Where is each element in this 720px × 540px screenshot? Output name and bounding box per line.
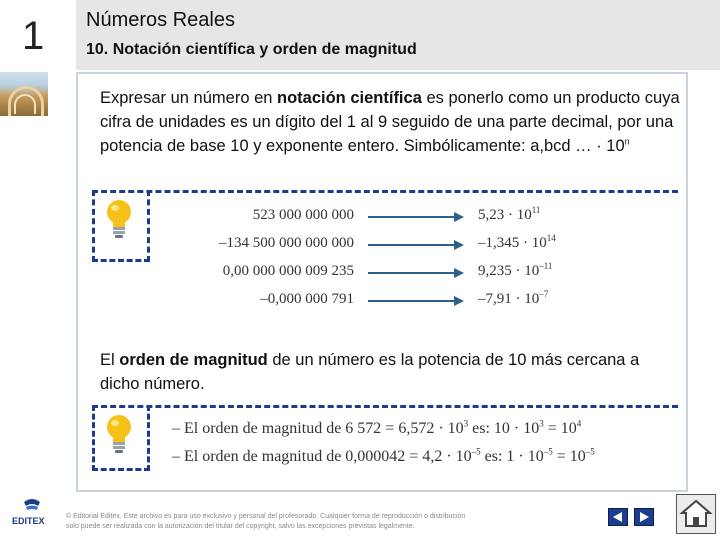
page-subtitle: 10. Notación científica y orden de magni…	[86, 41, 417, 58]
publisher-name: EDITEX	[12, 516, 45, 526]
triangle-right-icon	[640, 512, 649, 522]
lightbulb-icon	[107, 415, 131, 453]
copyright-note: © Editorial Editex. Este archivo es para…	[66, 513, 466, 530]
magnitude-example: – El orden de magnitud de 0,000042 = 4,2…	[172, 446, 595, 465]
header-band	[76, 0, 720, 70]
lightbulb-icon	[107, 200, 131, 238]
home-icon	[679, 499, 713, 527]
example-box-left	[92, 190, 150, 262]
order-of-magnitude-definition: El orden de magnitud de un número es la …	[100, 351, 640, 393]
scientific-notation-definition: Expresar un número en notación científic…	[100, 89, 680, 155]
example-row: 523 000 000 000 5,23 · 1011	[252, 205, 541, 224]
dashed-separator	[92, 190, 678, 193]
magnitude-example: – El orden de magnitud de 6 572 = 6,572 …	[172, 418, 582, 437]
chapter-number: 1	[22, 14, 45, 58]
arrow-right-icon	[368, 268, 464, 278]
editex-logo-icon	[24, 499, 40, 510]
example-row: 0,00 000 000 009 235 9,235 · 10–11	[222, 261, 553, 280]
content-frame	[76, 72, 688, 492]
previous-button[interactable]	[608, 508, 628, 526]
arrow-right-icon	[368, 212, 464, 222]
triangle-left-icon	[613, 512, 622, 522]
example-row: –134 500 000 000 000 –1,345 · 1014	[219, 233, 556, 252]
arrow-right-icon	[368, 240, 464, 250]
dashed-separator	[92, 405, 678, 408]
arrow-right-icon	[368, 296, 464, 306]
example-row: –0,000 000 791 –7,91 · 10–7	[260, 289, 549, 308]
example-box-left	[92, 405, 150, 471]
chapter-photo	[0, 72, 48, 116]
next-button[interactable]	[634, 508, 654, 526]
editex-logo: EDITEX	[12, 498, 52, 534]
home-button[interactable]	[676, 494, 716, 534]
page-title: Números Reales	[86, 9, 235, 31]
